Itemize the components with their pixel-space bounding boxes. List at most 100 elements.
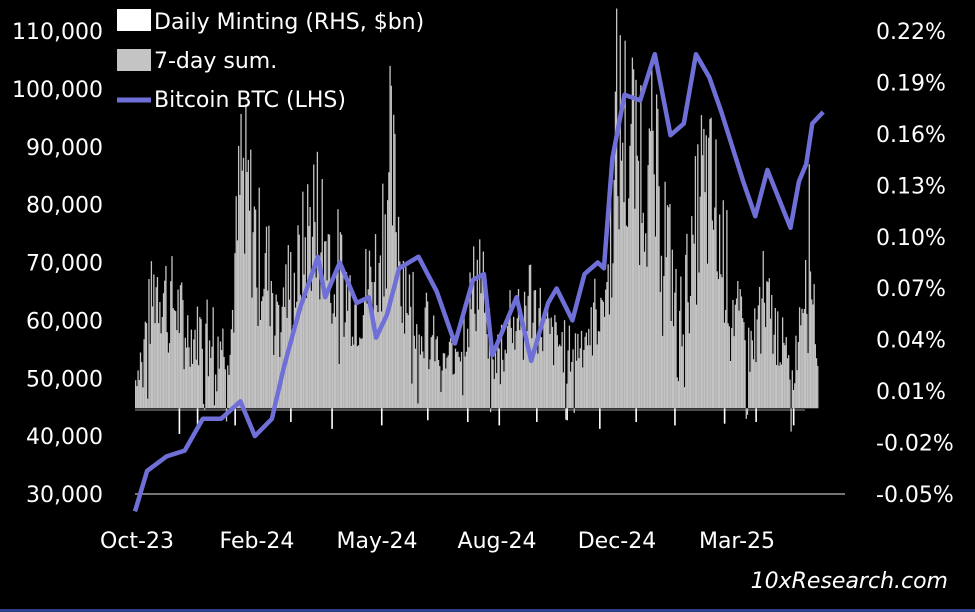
bottom-accent-strip <box>0 609 975 612</box>
seven-day-sum-bar <box>168 343 171 409</box>
seven-day-sum-bar <box>639 265 641 409</box>
seven-day-sum-bar <box>665 257 667 409</box>
seven-day-sum-bar <box>247 159 249 409</box>
seven-day-sum-bar <box>562 372 564 409</box>
right-axis-tick: 0.04% <box>876 329 946 354</box>
seven-day-sum-bar <box>686 233 688 409</box>
seven-day-sum-bar <box>766 281 768 409</box>
seven-day-sum-bar <box>803 308 806 409</box>
seven-day-sum-bar <box>139 352 142 409</box>
seven-day-sum-bar <box>195 359 197 409</box>
seven-day-sum-bar <box>619 35 621 409</box>
seven-day-sum-bar <box>399 261 401 409</box>
seven-day-sum-bar <box>166 332 168 409</box>
seven-day-sum-bar <box>263 288 265 409</box>
seven-day-sum-bar <box>336 273 338 409</box>
seven-day-sum-bar <box>285 264 287 409</box>
seven-day-sum-bar <box>744 340 746 409</box>
seven-day-sum-bar <box>532 322 534 409</box>
seven-day-sum-bar <box>333 294 335 409</box>
seven-day-sum-bar <box>694 156 697 409</box>
seven-day-sum-bar <box>666 205 669 409</box>
seven-day-sum-bar <box>141 362 143 409</box>
seven-day-sum-bar <box>207 376 209 409</box>
daily-minting-bar <box>466 408 469 422</box>
seven-day-sum-bar <box>520 308 522 409</box>
daily-minting-bar <box>178 408 181 434</box>
seven-day-sum-bar <box>314 221 316 409</box>
seven-day-sum-bar <box>699 196 701 409</box>
seven-day-sum-bar <box>237 146 240 409</box>
seven-day-sum-bar <box>216 391 218 409</box>
seven-day-sum-bar <box>324 241 326 409</box>
seven-day-sum-bar <box>211 346 213 409</box>
seven-day-sum-bar <box>148 279 150 409</box>
seven-day-sum-bar <box>542 351 544 409</box>
seven-day-sum-bar <box>456 352 458 409</box>
seven-day-sum-bar <box>750 330 752 409</box>
seven-day-sum-bar <box>473 246 475 409</box>
seven-day-sum-bar <box>556 335 558 409</box>
seven-day-sum-bar <box>252 232 254 409</box>
seven-day-sum-bar <box>579 348 581 409</box>
seven-day-sum-bar <box>396 276 398 409</box>
seven-day-sum-bar <box>382 183 384 409</box>
legend: Daily Minting (RHS, $bn) 7-day sum. Bitc… <box>117 9 424 113</box>
seven-day-sum-bar <box>654 236 657 409</box>
seven-day-sum-bar <box>160 333 162 409</box>
seven-day-sum-bar <box>250 149 252 409</box>
seven-day-sum-bar <box>801 308 803 409</box>
right-axis-tick: 0.07% <box>876 277 946 302</box>
seven-day-sum-bar <box>230 329 233 409</box>
seven-day-sum-bar <box>658 186 660 409</box>
seven-day-sum-bar <box>738 310 740 409</box>
seven-day-sum-bar <box>451 343 453 409</box>
seven-day-sum-bar <box>571 361 573 409</box>
seven-day-sum-bar <box>642 212 644 409</box>
seven-day-sum-bar <box>502 359 504 409</box>
seven-day-sum-bar <box>508 312 510 409</box>
seven-day-sum-bar <box>751 340 753 409</box>
daily-minting-bar <box>792 408 795 426</box>
seven-day-sum-bar <box>689 295 692 409</box>
left-axis-tick: 90,000 <box>26 136 103 161</box>
seven-day-sum-bar <box>775 364 778 409</box>
seven-day-sum-bar <box>159 302 161 409</box>
seven-day-sum-bar <box>636 155 638 409</box>
seven-day-sum-bar <box>754 308 756 409</box>
seven-day-sum-bar <box>348 281 350 409</box>
seven-day-sum-bar <box>191 363 194 409</box>
seven-day-sum-bar <box>477 309 480 409</box>
seven-day-sum-bar <box>227 365 229 409</box>
seven-day-sum-bar <box>338 363 340 409</box>
seven-day-sum-bar <box>315 277 317 409</box>
seven-day-sum-bar <box>300 310 303 409</box>
seven-day-sum-bar <box>271 293 274 409</box>
seven-day-sum-bar <box>241 170 243 409</box>
seven-day-sum-bar <box>173 310 176 409</box>
seven-day-sum-bar <box>595 309 597 409</box>
right-axis-tick: -0.05% <box>876 483 954 508</box>
seven-day-sum-bar <box>618 229 620 409</box>
seven-day-sum-bar <box>608 314 611 409</box>
seven-day-sum-bar <box>264 253 266 409</box>
seven-day-sum-bar <box>794 383 796 409</box>
seven-day-sum-bar <box>614 91 617 409</box>
seven-day-sum-bar <box>355 304 357 409</box>
seven-day-sum-bar <box>711 220 714 409</box>
seven-day-sum-bar <box>479 239 481 409</box>
seven-day-sum-bar <box>728 326 730 409</box>
seven-day-sum-bar <box>777 311 779 409</box>
seven-day-sum-bar <box>436 336 438 409</box>
seven-day-sum-bar <box>726 210 728 409</box>
seven-day-sum-bar <box>185 347 188 409</box>
seven-day-sum-bar <box>648 128 651 409</box>
seven-day-sum-bar <box>221 350 223 409</box>
seven-day-sum-bar <box>505 353 508 409</box>
seven-day-sum-bar <box>657 108 659 409</box>
seven-day-sum-bar <box>489 408 492 413</box>
seven-day-sum-bar <box>790 408 792 432</box>
seven-day-sum-bar <box>345 272 348 409</box>
seven-day-sum-bar <box>222 328 224 409</box>
seven-day-sum-bar <box>590 307 592 409</box>
